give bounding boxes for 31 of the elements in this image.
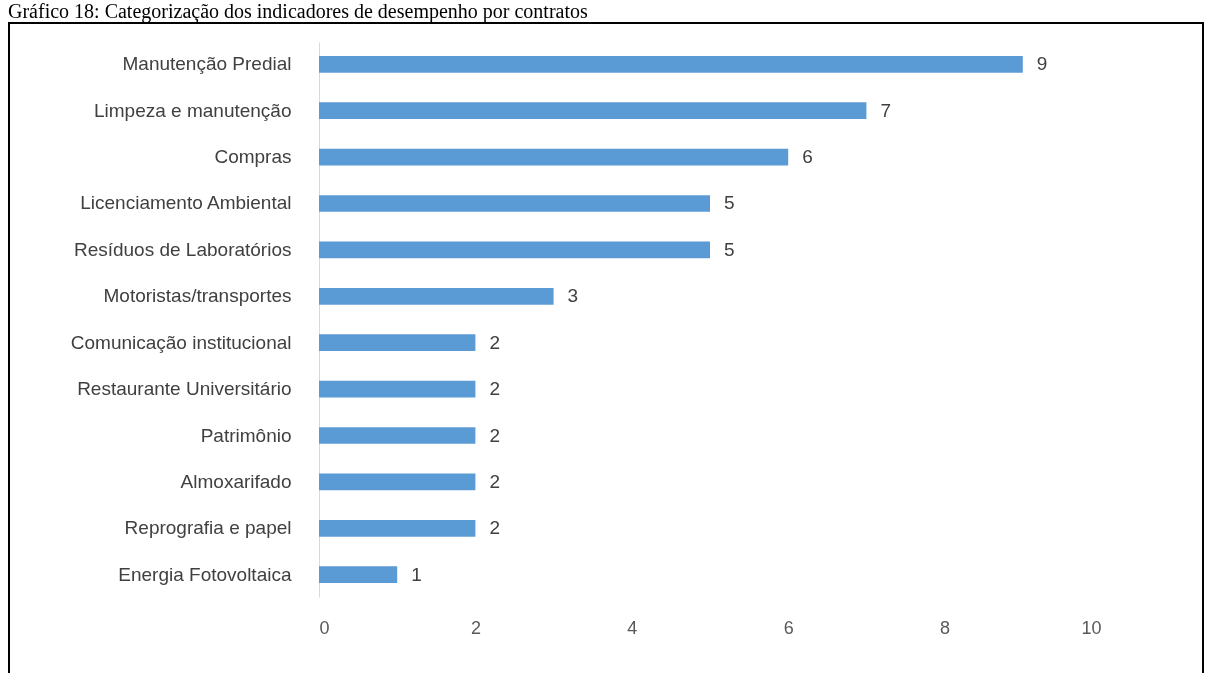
chart-title: Gráfico 18: Categorização dos indicadores de desempenho por contratos — [7, 0, 589, 22]
data-label: 3 — [567, 285, 579, 307]
y-tick-label: Licenciamento Ambiental — [80, 192, 292, 214]
data-label: 2 — [489, 517, 500, 539]
data-label: 7 — [880, 99, 891, 121]
data-label: 5 — [724, 238, 735, 260]
y-tick-label: Manutenção Predial — [122, 53, 292, 75]
y-tick-label: Reprografia e papel — [124, 517, 292, 539]
x-tick-label: 2 — [470, 617, 481, 638]
data-label: 2 — [489, 470, 500, 492]
x-tick-label: 10 — [1081, 617, 1102, 638]
data-label: 1 — [411, 563, 422, 585]
y-tick-label: Resíduos de Laboratórios — [73, 238, 292, 260]
y-tick-label: Motoristas/transportes — [103, 285, 292, 307]
data-label: 6 — [802, 146, 813, 168]
data-label: 2 — [489, 378, 500, 400]
y-tick-label: Energia Fotovoltaica — [118, 563, 292, 585]
x-tick-label: 4 — [627, 617, 638, 638]
x-tick-label: 0 — [319, 617, 330, 638]
data-label: 2 — [489, 424, 500, 446]
data-label: 2 — [489, 331, 500, 353]
y-tick-label: Restaurante Universitário — [77, 378, 292, 400]
y-tick-label: Almoxarifado — [180, 470, 292, 492]
y-tick-label: Compras — [214, 146, 292, 168]
x-tick-label: 6 — [783, 617, 794, 638]
y-tick-label: Comunicação institucional — [70, 331, 292, 353]
x-tick-label: 8 — [940, 617, 951, 638]
y-tick-label: Limpeza e manutenção — [93, 99, 292, 121]
data-label: 9 — [1036, 53, 1048, 75]
data-label: 5 — [724, 192, 735, 214]
y-tick-label: Patrimônio — [200, 424, 292, 446]
